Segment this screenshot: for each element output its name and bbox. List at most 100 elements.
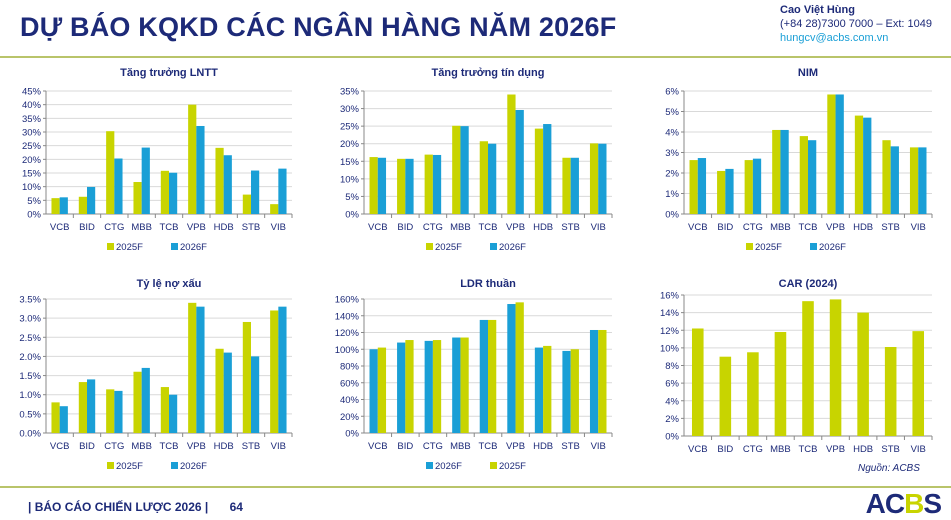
bar-2025f-stb — [562, 157, 571, 214]
y-tick-label: 2% — [665, 169, 679, 180]
x-tick-label: VIB — [591, 222, 606, 233]
y-tick-label: 4% — [665, 128, 679, 139]
x-tick-label: BID — [79, 222, 95, 233]
report-name: | BÁO CÁO CHIẾN LƯỢC 2026 | — [28, 500, 209, 514]
x-tick-label: BID — [397, 222, 413, 233]
bar-2026f-stb — [562, 350, 571, 433]
y-tick-label: 100% — [335, 345, 360, 356]
bar-2026f-bid — [397, 342, 406, 433]
legend-swatch — [426, 243, 433, 250]
analyst-contact: Cao Việt Hùng (+84 28)7300 7000 – Ext: 1… — [780, 3, 932, 45]
y-tick-label: 0.0% — [19, 429, 41, 440]
bar-2025f-hdb — [543, 345, 552, 433]
analyst-email[interactable]: hungcv@acbs.com.vn — [780, 32, 889, 44]
bar-2025f-ctg — [106, 389, 115, 433]
bar-2025f-bid — [405, 340, 414, 433]
bar-2026f-vib — [598, 143, 607, 214]
bar-2025f-hdb — [215, 348, 224, 433]
bar-2025f-mbb — [133, 371, 142, 433]
bar-2026f-vib — [278, 306, 287, 433]
bar-2026f-mbb — [460, 126, 469, 214]
y-tick-label: 3.0% — [19, 314, 41, 325]
page-title: DỰ BÁO KQKD CÁC NGÂN HÀNG NĂM 2026F — [20, 12, 617, 42]
bar-2026f-mbb — [141, 367, 150, 433]
bar-2026f-ctg — [424, 340, 433, 433]
y-tick-label: 2.0% — [19, 352, 41, 363]
bar-2026f-mbb — [452, 337, 461, 433]
bar-2026f-stb — [251, 170, 260, 214]
x-tick-label: MBB — [770, 444, 791, 455]
x-tick-label: HDB — [853, 444, 873, 455]
chart-car: CAR (2024) 0% 2% 4% 6% 8% 10% 12% 14% 16% VCB BID CT… — [640, 272, 951, 477]
bar-2025f-mbb — [772, 129, 781, 214]
x-tick-label: CTG — [104, 441, 124, 452]
bar-2026f-ctg — [114, 158, 123, 214]
legend-label: 2025F — [116, 242, 143, 253]
y-tick-label: 0.5% — [19, 409, 41, 420]
bar-2026f-mbb — [780, 129, 789, 214]
bar-2026f-vib — [918, 147, 927, 214]
x-tick-label: STB — [242, 441, 260, 452]
y-tick-label: 1.0% — [19, 390, 41, 401]
y-tick-label: 5% — [27, 196, 41, 207]
y-tick-label: 15% — [340, 157, 360, 168]
chart-title: Tỷ lệ nợ xấu — [137, 278, 202, 290]
bar-2025f-stb — [242, 194, 251, 214]
bar-2025f-vib — [589, 143, 599, 214]
legend-swatch — [107, 243, 114, 250]
bar-2026f-hdb — [863, 117, 872, 214]
x-tick-label: VPB — [826, 222, 845, 233]
bar-2026f-vcb — [377, 157, 387, 214]
y-tick-label: 0% — [345, 210, 359, 221]
x-tick-label: VCB — [368, 222, 388, 233]
x-tick-label: CTG — [423, 222, 443, 233]
bar-2025f-bid — [78, 196, 87, 214]
footer: | BÁO CÁO CHIẾN LƯỢC 2026 | 64 — [28, 500, 243, 514]
x-tick-label: CTG — [104, 222, 124, 233]
bar-2025f-mbb — [133, 182, 142, 214]
bar-2025f-vpb — [188, 302, 197, 433]
y-tick-label: 40% — [340, 395, 360, 406]
bar-value-tcb — [802, 301, 814, 436]
legend-swatch — [171, 243, 178, 250]
bar-2026f-tcb — [808, 140, 817, 214]
chart-svg: CAR (2024) 0% 2% 4% 6% 8% 10% 12% 14% 16% VCB BID CT… — [660, 278, 933, 455]
bar-2025f-stb — [242, 321, 251, 433]
x-tick-label: STB — [881, 222, 899, 233]
chart-svg: Tăng trưởng LNTT 0% 5% 10% 15% 20% 25% 30% 35% 40… — [22, 67, 293, 253]
bar-2026f-ctg — [432, 154, 442, 214]
legend-label: 2026F — [180, 461, 207, 472]
y-tick-label: 20% — [340, 139, 360, 150]
x-tick-label: STB — [561, 222, 579, 233]
y-tick-label: 8% — [665, 361, 679, 372]
chart-svg: Tỷ lệ nợ xấu 0.0% 0.5% 1.0% 1.5% 2.0% 2.5% 3.0%… — [19, 278, 293, 472]
legend-swatch — [490, 462, 497, 469]
y-tick-label: 20% — [340, 412, 360, 423]
bar-2025f-mbb — [460, 337, 469, 433]
bar-2025f-hdb — [854, 115, 864, 214]
bar-2026f-vcb — [59, 197, 68, 214]
legend-label: 2025F — [116, 461, 143, 472]
bar-2026f-vib — [278, 168, 287, 214]
x-tick-label: HDB — [533, 441, 553, 452]
y-tick-label: 10% — [22, 182, 42, 193]
bar-2026f-stb — [890, 146, 899, 214]
bar-2026f-mbb — [141, 147, 150, 214]
bar-2025f-bid — [397, 158, 406, 214]
bar-2026f-tcb — [488, 143, 497, 214]
legend-swatch — [490, 243, 497, 250]
legend-swatch — [810, 243, 817, 250]
x-tick-label: VIB — [271, 441, 286, 452]
chart-lntt-growth: Tăng trưởng LNTT 0% 5% 10% 15% 20% 25% 30% 35% 40… — [0, 62, 315, 267]
x-tick-label: VIB — [911, 444, 926, 455]
bar-2026f-vcb — [697, 158, 707, 214]
bar-2025f-vpb — [188, 104, 197, 214]
bar-2025f-bid — [78, 382, 87, 433]
bar-2025f-tcb — [479, 141, 488, 214]
bar-2025f-ctg — [432, 340, 442, 433]
bar-2026f-vcb — [59, 406, 68, 433]
y-tick-label: 30% — [22, 128, 42, 139]
bar-value-stb — [884, 346, 897, 436]
y-tick-label: 140% — [335, 311, 360, 322]
y-tick-label: 40% — [22, 100, 42, 111]
